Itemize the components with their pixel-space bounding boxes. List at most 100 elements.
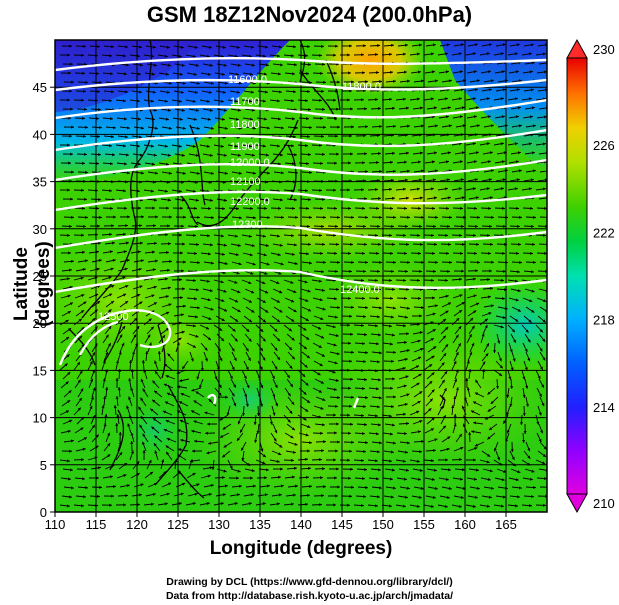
streamline-arrowhead xyxy=(252,484,256,488)
streamline-arrowhead xyxy=(286,374,290,379)
streamline-arrowhead xyxy=(123,503,126,507)
streamline-arrowhead xyxy=(277,117,281,121)
streamline-arrowhead xyxy=(264,493,268,497)
streamline-arrowhead xyxy=(92,387,96,391)
streamline-arrowhead xyxy=(347,368,350,372)
streamline-arrowhead xyxy=(68,251,71,255)
streamline-arrowhead xyxy=(119,317,123,321)
streamline-arrowhead xyxy=(403,233,406,237)
streamline-arrowhead xyxy=(374,459,378,463)
streamline-arrowhead xyxy=(214,376,218,380)
streamline-arrowhead xyxy=(433,106,437,110)
streamline-arrowhead xyxy=(522,440,526,443)
streamline-arrowhead xyxy=(365,396,368,400)
streamline-arrowhead xyxy=(119,452,123,456)
streamline-arrowhead xyxy=(182,242,185,246)
streamline-arrowhead xyxy=(151,250,155,254)
streamline-arrowhead xyxy=(390,386,393,390)
streamline-arrowhead xyxy=(447,269,450,273)
streamline-arrowhead xyxy=(362,386,365,391)
streamline-arrowhead xyxy=(390,70,393,74)
x-tick-label: 150 xyxy=(372,517,394,532)
streamline-arrowhead xyxy=(195,334,199,338)
streamline-arrowhead xyxy=(165,419,169,423)
streamline-arrowhead xyxy=(489,196,493,200)
streamline-arrowhead xyxy=(115,423,119,426)
streamline-arrowhead xyxy=(350,152,353,156)
streamline-arrowhead xyxy=(388,414,392,418)
streamline-arrowhead xyxy=(515,318,519,322)
streamline-arrowhead xyxy=(294,466,297,470)
streamline-arrowhead xyxy=(472,504,476,508)
streamline-arrowhead xyxy=(389,477,393,481)
streamline-arrowhead xyxy=(293,290,297,293)
streamline-arrowhead xyxy=(96,267,100,271)
streamline-arrowhead xyxy=(499,462,503,466)
streamline-arrowhead xyxy=(207,252,211,256)
streamline-arrowhead xyxy=(105,351,109,355)
streamline-arrowhead xyxy=(305,54,308,58)
streamline-arrowhead xyxy=(190,358,194,362)
streamline-arrowhead xyxy=(347,458,350,462)
streamline-arrowhead xyxy=(490,400,494,404)
streamline-arrowhead xyxy=(404,251,407,255)
streamline-arrowhead xyxy=(138,206,141,210)
streamline-arrowhead xyxy=(375,342,379,346)
streamline-arrowhead xyxy=(464,396,468,400)
streamline-arrowhead xyxy=(420,486,424,490)
streamline-arrowhead xyxy=(447,468,451,472)
streamline-arrowhead xyxy=(105,369,109,373)
streamline-arrowhead xyxy=(321,224,324,228)
contour-label: 12000.0 xyxy=(230,157,270,169)
streamline-arrowhead xyxy=(262,99,266,103)
streamline-arrowhead xyxy=(141,360,145,363)
streamline-arrowhead xyxy=(265,309,269,313)
streamline-arrowhead xyxy=(150,502,154,506)
streamline-arrowhead xyxy=(251,63,255,67)
streamline-arrowhead xyxy=(318,389,322,393)
streamline-arrowhead xyxy=(333,343,337,347)
streamline-arrowhead xyxy=(153,224,156,228)
streamline-arrowhead xyxy=(140,397,144,401)
streamline-arrowhead xyxy=(248,319,252,323)
streamline-arrowhead xyxy=(513,339,516,343)
streamline-arrowhead xyxy=(361,458,364,463)
streamline-arrowhead xyxy=(98,259,102,263)
streamline-arrowhead xyxy=(447,302,452,306)
contour-label: 12300 xyxy=(232,219,263,231)
streamline-arrowhead xyxy=(501,115,505,119)
streamline-arrowhead xyxy=(219,357,223,362)
streamline-arrowhead xyxy=(516,88,520,92)
streamline-arrowhead xyxy=(82,250,85,254)
streamline-arrowhead xyxy=(461,196,465,200)
colorbar-tick-label: 230 xyxy=(593,42,615,57)
streamline-arrowhead xyxy=(460,251,463,255)
streamline-arrowhead xyxy=(224,171,228,175)
streamline-arrowhead xyxy=(193,117,197,121)
streamline-arrowhead xyxy=(375,98,378,102)
streamline-arrowhead xyxy=(153,108,157,112)
streamline-arrowhead xyxy=(405,468,409,472)
streamline-arrowhead xyxy=(143,369,147,373)
streamline-arrowhead xyxy=(253,421,257,425)
streamline-arrowhead xyxy=(121,342,125,347)
streamline-arrowhead xyxy=(474,251,477,255)
streamline-arrowhead xyxy=(140,171,144,175)
streamline-arrowhead xyxy=(294,63,297,67)
y-tick-label: 30 xyxy=(33,222,47,237)
streamline-arrowhead xyxy=(376,296,379,300)
streamline-arrowhead xyxy=(459,233,462,237)
streamline-arrowhead xyxy=(98,152,101,157)
streamline-arrowhead xyxy=(335,89,338,93)
streamline-arrowhead xyxy=(487,391,491,395)
streamline-arrowhead xyxy=(279,198,283,202)
streamline-arrowhead xyxy=(153,302,157,306)
streamline-arrowhead xyxy=(349,44,352,48)
streamline-arrowhead xyxy=(364,242,367,246)
streamline-arrowhead xyxy=(433,224,436,228)
streamline-arrowhead xyxy=(488,312,492,316)
streamline-arrowhead xyxy=(361,188,364,192)
streamline-arrowhead xyxy=(404,206,407,210)
streamline-arrowhead xyxy=(69,134,72,138)
streamline-arrowhead xyxy=(220,54,224,58)
